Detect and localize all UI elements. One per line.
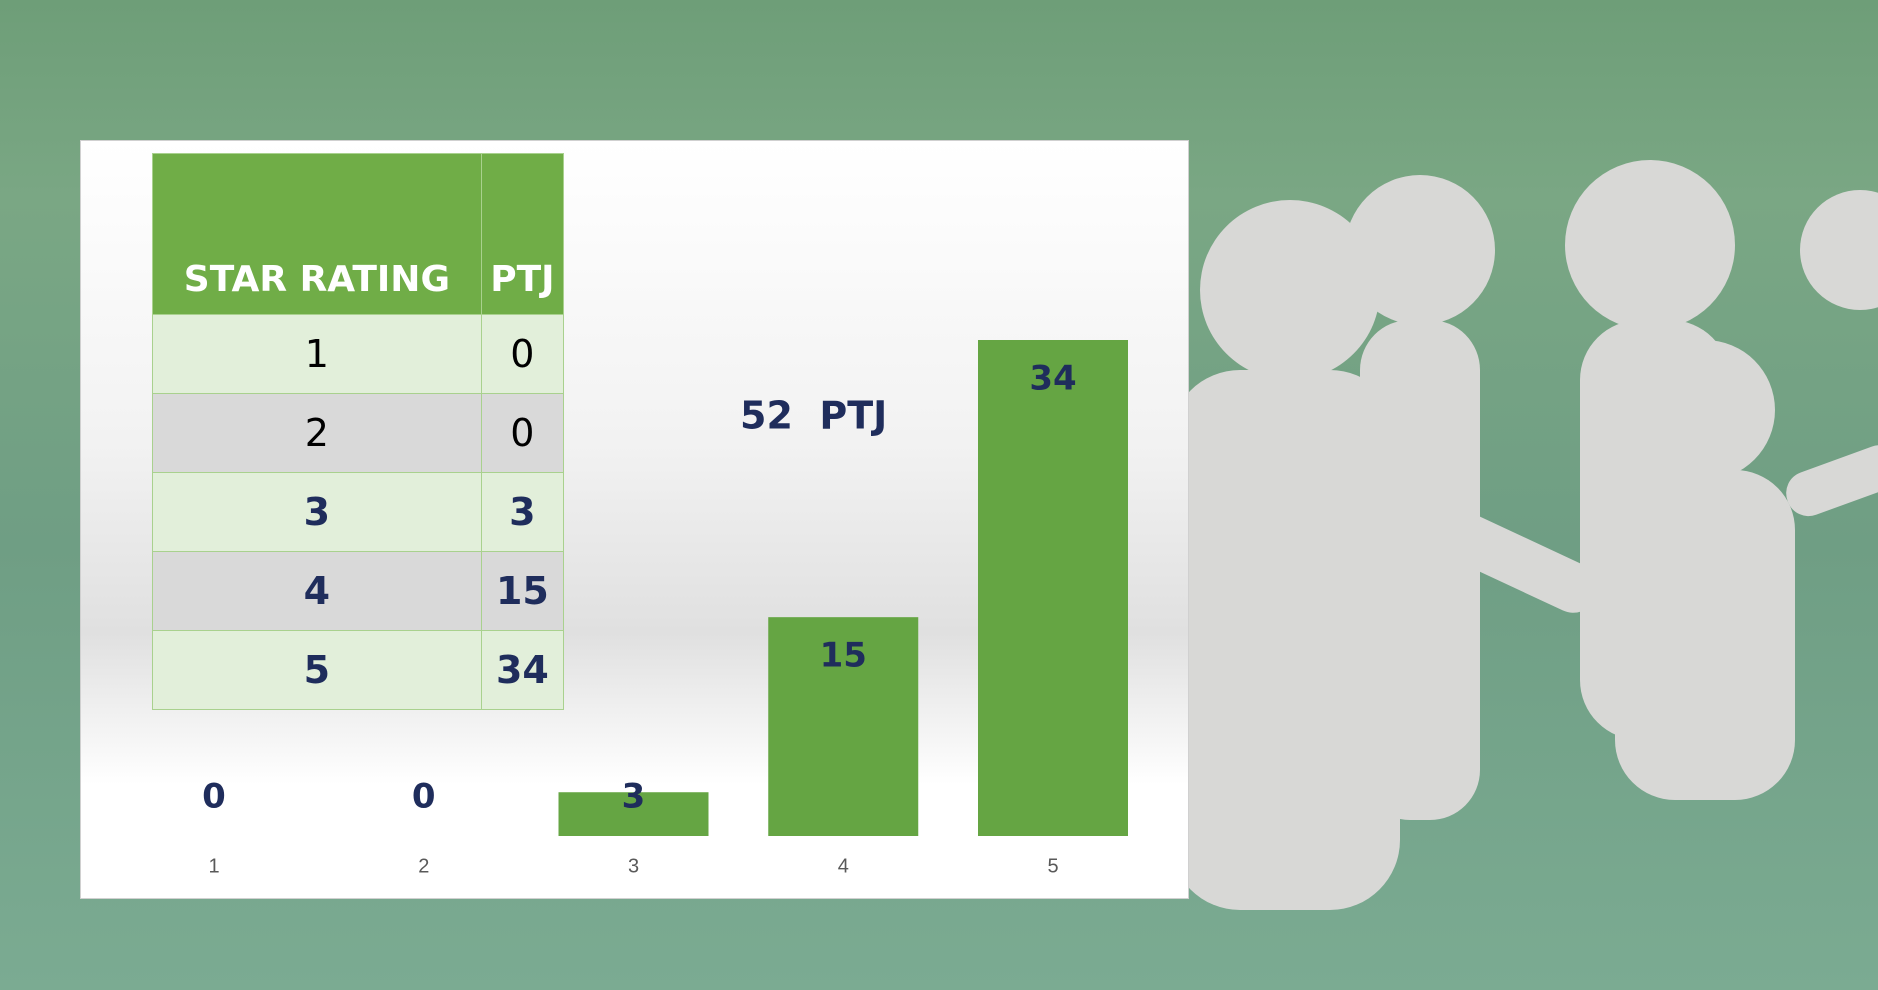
table-cell: 3 (153, 473, 482, 552)
header-cell: STAR RATING (153, 154, 482, 315)
table-cell: 0 (481, 394, 563, 473)
header-cell: PTJ (481, 154, 563, 315)
table-cell: 34 (481, 631, 563, 710)
value-label: 0 (202, 777, 226, 817)
table-cell: 1 (153, 315, 482, 394)
bar (978, 340, 1128, 836)
x-tick-label: 5 (1047, 855, 1058, 877)
table-cell: 5 (153, 631, 482, 710)
x-tick-label: 3 (628, 855, 639, 877)
x-tick-label: 4 (838, 855, 849, 877)
annotation: 52 PTJ (740, 394, 887, 438)
slide: 52 PTJ 010233154345 STAR RATINGPTJ 10203… (0, 0, 1878, 990)
table-cell: 2 (153, 394, 482, 473)
table-cell: 15 (481, 552, 563, 631)
table-cell: 3 (481, 473, 563, 552)
value-label: 34 (1029, 359, 1076, 399)
table-cell: 0 (481, 315, 563, 394)
value-label: 0 (412, 777, 436, 817)
table-cell: 4 (153, 552, 482, 631)
x-tick-label: 2 (418, 855, 429, 877)
x-tick-label: 1 (208, 855, 219, 877)
value-label: 3 (622, 777, 646, 817)
value-label: 15 (820, 636, 867, 676)
